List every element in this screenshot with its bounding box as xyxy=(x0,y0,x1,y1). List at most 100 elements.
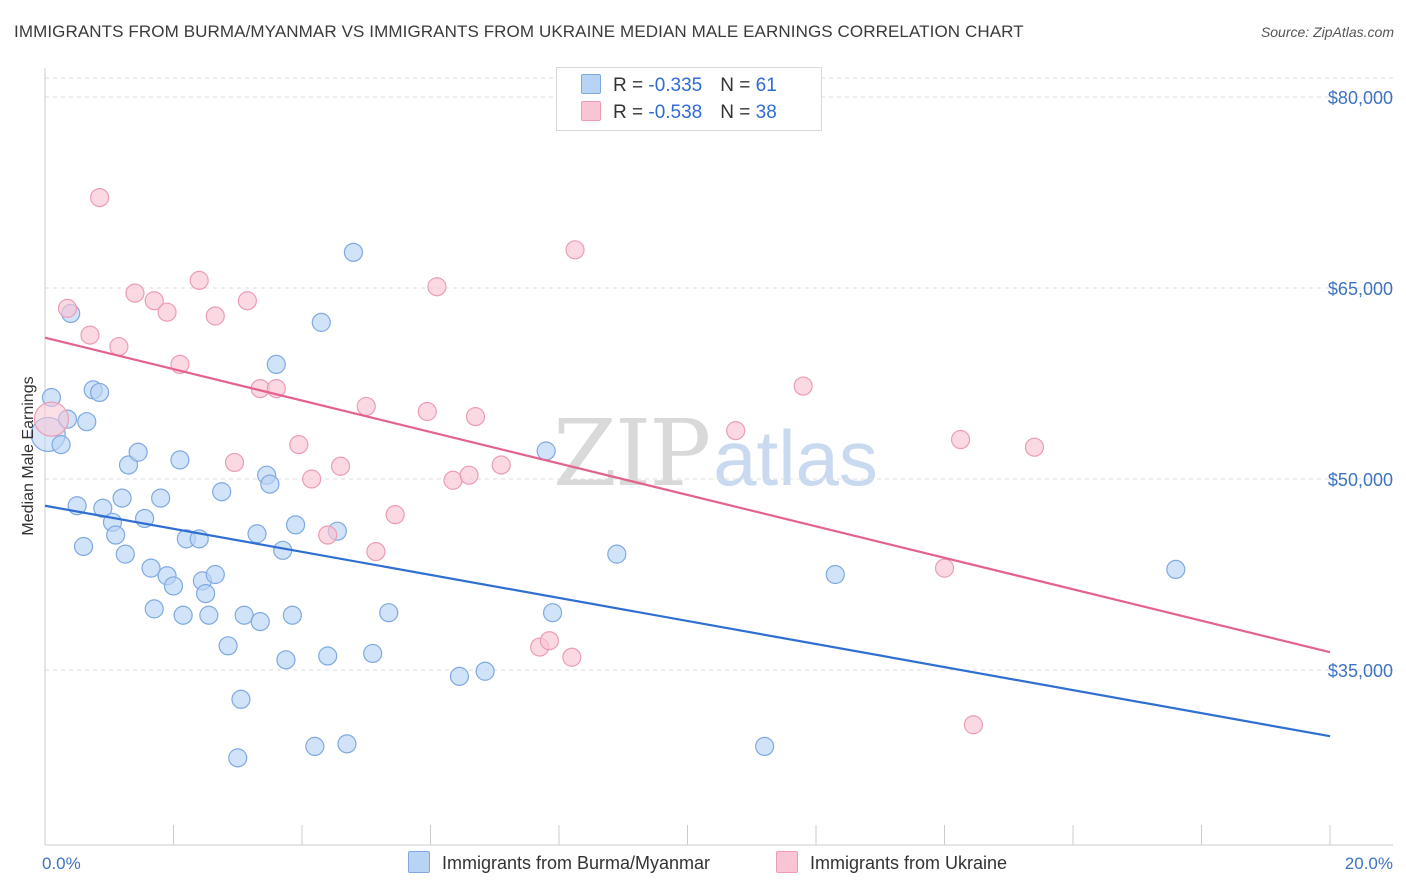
burma-point xyxy=(115,544,135,564)
burma-point xyxy=(199,605,219,625)
series-legend-burma[interactable]: Immigrants from Burma/Myanmar xyxy=(408,851,710,874)
ukraine-point xyxy=(565,240,585,260)
burma-point xyxy=(128,442,148,462)
legend-n-value-ukraine: 38 xyxy=(755,102,777,123)
burma-point xyxy=(260,474,280,494)
y-tick-label: $80,000 xyxy=(1328,88,1393,108)
watermark-zip: ZIP xyxy=(553,400,711,507)
series-legend-ukraine[interactable]: Immigrants from Ukraine xyxy=(776,851,1007,874)
burma-point xyxy=(318,646,338,666)
burma-point xyxy=(285,515,306,535)
ukraine-point xyxy=(465,407,486,427)
ukraine-point xyxy=(934,558,955,578)
axes xyxy=(44,68,1393,846)
ukraine-point xyxy=(224,452,245,473)
legend-row-burma: R = -0.335 N = 61 xyxy=(581,74,777,102)
ukraine-point xyxy=(356,396,376,417)
burma-point xyxy=(379,603,399,623)
ukraine-point xyxy=(793,376,813,396)
burma-point xyxy=(542,603,563,623)
y-axis-title: Median Male Earnings xyxy=(20,376,37,535)
ukraine-point xyxy=(157,302,177,322)
ukraine-point xyxy=(459,465,479,485)
ukraine-point xyxy=(302,469,322,489)
ukraine-point xyxy=(90,187,110,208)
legend-r-label: R = xyxy=(613,102,649,123)
ukraine-point xyxy=(125,283,145,303)
ukraine-point xyxy=(366,541,386,562)
burma-point xyxy=(1166,559,1186,580)
ukraine-point xyxy=(330,456,351,476)
ukraine-point xyxy=(726,421,746,441)
legend-r-label: R = xyxy=(613,75,649,96)
burma-point xyxy=(144,599,164,619)
burma-point xyxy=(141,558,161,578)
burma-point xyxy=(250,612,270,632)
gridlines xyxy=(45,77,1393,671)
burma-point xyxy=(218,636,238,656)
y-tick-label: $50,000 xyxy=(1328,470,1393,490)
burma-point xyxy=(212,482,232,502)
legend-r-value-ukraine: -0.538 xyxy=(648,102,703,123)
burma-point xyxy=(93,498,113,518)
burma-point xyxy=(337,734,357,754)
burma-point xyxy=(363,643,383,664)
legend-n-label: N = xyxy=(720,102,756,123)
burma-point xyxy=(234,605,254,625)
ukraine-point xyxy=(385,505,405,525)
series-swatch-burma xyxy=(408,851,430,873)
burma-point xyxy=(231,689,251,709)
burma-point xyxy=(449,666,470,686)
ukraine-point xyxy=(539,631,559,651)
ukraine-point xyxy=(443,470,463,490)
chart-title: IMMIGRANTS FROM BURMA/MYANMAR VS IMMIGRA… xyxy=(14,22,1024,41)
burma-point xyxy=(205,564,225,585)
burma-point xyxy=(536,441,556,461)
ukraine-point xyxy=(109,336,129,357)
burma-point xyxy=(343,242,363,262)
legend-n-label: N = xyxy=(720,75,756,96)
ukraine-point xyxy=(205,306,225,326)
burma-point xyxy=(305,736,325,757)
ukraine-point xyxy=(562,647,582,667)
legend-row-ukraine: R = -0.538 N = 38 xyxy=(581,101,777,129)
ukraine-point xyxy=(318,525,338,545)
series-label-burma: Immigrants from Burma/Myanmar xyxy=(442,853,711,873)
legend-swatch-ukraine xyxy=(581,101,601,121)
burma-point xyxy=(106,525,126,545)
legend-swatch-burma xyxy=(581,74,601,94)
ukraine-point xyxy=(189,270,209,290)
burma-point xyxy=(77,412,97,432)
burma-points xyxy=(30,242,1186,768)
stats-legend: R = -0.335 N = 61 R = -0.538 N = 38 xyxy=(556,67,822,131)
source-label: Source: ZipAtlas.com xyxy=(1260,24,1394,40)
series-label-ukraine: Immigrants from Ukraine xyxy=(810,853,1008,873)
burma-point xyxy=(247,524,267,544)
burma-point xyxy=(73,536,94,557)
ukraine-point xyxy=(950,429,971,450)
ukraine-point xyxy=(491,455,511,475)
burma-point xyxy=(90,382,110,403)
y-tick-label: $35,000 xyxy=(1328,661,1393,681)
ukraine-point xyxy=(33,401,70,437)
burma-point xyxy=(266,354,286,374)
burma-point xyxy=(825,564,845,585)
burma-point xyxy=(163,576,184,596)
burma-point xyxy=(118,455,139,475)
ukraine-point xyxy=(1024,437,1045,457)
trend-line-burma xyxy=(44,504,1331,738)
burma-point xyxy=(311,312,331,332)
burma-point xyxy=(170,450,190,470)
burma-point xyxy=(754,736,775,757)
x-tick-label: 0.0% xyxy=(42,854,81,873)
burma-point xyxy=(51,435,71,455)
legend-n-value-burma: 61 xyxy=(755,75,777,96)
burma-point xyxy=(173,605,193,625)
y-tick-label: $65,000 xyxy=(1328,279,1393,299)
x-tick-label: 20.0% xyxy=(1345,854,1393,873)
trend-line-ukraine xyxy=(44,336,1331,654)
burma-point xyxy=(276,650,296,670)
ukraine-point xyxy=(427,277,447,297)
ukraine-point xyxy=(80,325,100,345)
burma-point xyxy=(475,661,495,681)
